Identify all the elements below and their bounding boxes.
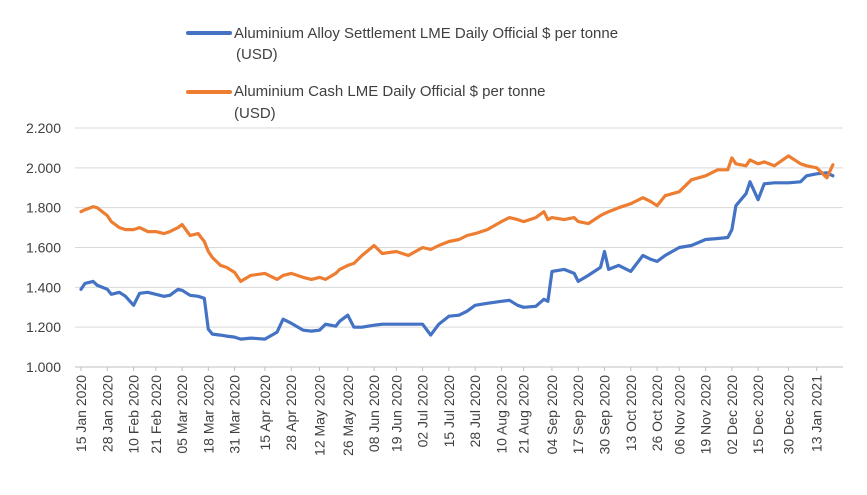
x-tick-label: 12 May 2020 <box>312 375 328 456</box>
x-tick-label: 21 Aug 2020 <box>516 375 532 454</box>
y-tick-label: 1.600 <box>26 240 61 256</box>
legend-label-cash-unit: (USD) <box>234 105 276 122</box>
x-tick-label: 10 Feb 2020 <box>126 375 142 454</box>
x-tick-label: 19 Jun 2020 <box>388 375 404 452</box>
x-tick-label: 06 Nov 2020 <box>671 375 687 455</box>
x-tick-label: 04 Sep 2020 <box>544 375 560 455</box>
x-tick-label: 18 Mar 2020 <box>200 375 216 454</box>
x-tick-label: 28 Apr 2020 <box>283 375 299 451</box>
x-tick-label: 21 Feb 2020 <box>148 375 164 454</box>
x-tick-label: 26 May 2020 <box>340 375 356 456</box>
gridlines <box>75 127 843 328</box>
legend-label-alloy: Aluminium Alloy Settlement LME Daily Off… <box>234 25 618 42</box>
y-tick-label: 1.000 <box>26 359 61 375</box>
x-tick-label: 19 Nov 2020 <box>698 375 714 455</box>
x-tick-label: 15 Jan 2020 <box>73 375 89 452</box>
y-axis-tick-labels: 1.000 1.200 1.400 1.600 1.800 2.000 2.200 <box>26 120 61 375</box>
series-lines <box>79 154 835 341</box>
y-tick-label: 1.800 <box>26 200 61 216</box>
x-tick-label: 15 Jul 2020 <box>441 375 457 448</box>
x-tick-label: 17 Sep 2020 <box>570 375 586 455</box>
x-tick-label: 26 Oct 2020 <box>649 375 665 451</box>
x-tick-label: 28 Jul 2020 <box>467 375 483 448</box>
y-tick-label: 2.200 <box>26 120 61 136</box>
x-axis-tick-labels: 15 Jan 2020 28 Jan 2020 10 Feb 2020 21 Feb … <box>73 367 825 456</box>
x-tick-label: 30 Dec 2020 <box>780 375 796 455</box>
legend-label-cash: Aluminium Cash LME Daily Official $ per … <box>234 83 546 100</box>
series-line-cash <box>79 154 835 283</box>
x-tick-label: 10 Aug 2020 <box>493 375 509 454</box>
y-tick-label: 1.200 <box>26 319 61 335</box>
x-tick-label: 15 Dec 2020 <box>750 375 766 455</box>
x-tick-label: 02 Jul 2020 <box>415 375 431 448</box>
x-tick-label: 28 Jan 2020 <box>99 375 115 452</box>
legend: Aluminium Alloy Settlement LME Daily Off… <box>186 25 618 122</box>
y-tick-label: 1.400 <box>26 279 61 295</box>
x-tick-label: 13 Oct 2020 <box>623 375 639 451</box>
x-tick-label: 13 Jan 2021 <box>809 375 825 452</box>
x-tick-label: 02 Dec 2020 <box>724 375 740 455</box>
legend-entry-alloy: Aluminium Alloy Settlement LME Daily Off… <box>186 25 618 63</box>
legend-entry-cash: Aluminium Cash LME Daily Official $ per … <box>186 83 546 122</box>
x-tick-label: 05 Mar 2020 <box>174 375 190 454</box>
legend-label-alloy-unit: (USD) <box>236 46 278 63</box>
x-tick-label: 08 Jun 2020 <box>366 375 382 452</box>
x-tick-label: 30 Sep 2020 <box>597 375 613 455</box>
y-tick-label: 2.000 <box>26 160 61 176</box>
series-line-alloy <box>79 171 835 341</box>
x-tick-label: 31 Mar 2020 <box>227 375 243 454</box>
x-tick-label: 15 Apr 2020 <box>257 375 273 451</box>
